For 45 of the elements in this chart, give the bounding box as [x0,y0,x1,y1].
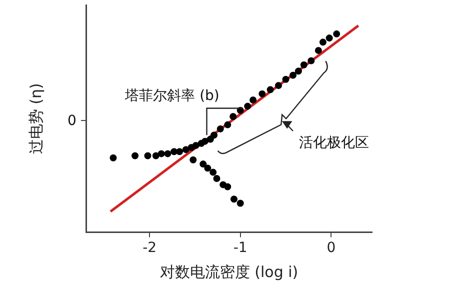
point [144,152,152,160]
point [244,102,252,110]
point [164,150,172,158]
point [110,154,117,162]
point [216,125,224,132]
text: 0 [68,112,76,129]
x-tick-label: -1 [233,240,248,256]
point [230,196,238,203]
point [210,168,217,176]
annotation: 活化极化区 [298,134,369,152]
point [230,113,237,120]
point [200,160,207,168]
point [250,96,257,104]
point [294,68,302,75]
point [326,34,333,42]
x-axis-title: 对数电流密度 (log i) [160,262,298,281]
x-tick-label: -2 [142,240,157,256]
point [206,136,214,143]
point [182,146,190,154]
y-axis-title: 过电势 (η) [26,83,45,154]
point [176,148,184,156]
point [201,138,208,145]
point [132,152,139,160]
point [210,132,218,139]
point [192,142,200,149]
point [274,82,282,90]
point [319,38,326,46]
x-tick-label: 0 [326,240,336,256]
point [158,150,165,158]
point [190,156,197,164]
point [224,183,232,190]
point [300,61,308,68]
point [204,164,212,172]
point [266,86,274,94]
point [152,152,160,160]
point [236,200,244,207]
point [333,30,340,38]
point [258,90,266,98]
point [314,46,322,54]
point [213,175,220,182]
annotation: 塔菲尔斜率 (b) [125,86,220,105]
point [282,76,290,83]
point [308,57,315,64]
point [224,121,232,128]
point [290,72,297,79]
